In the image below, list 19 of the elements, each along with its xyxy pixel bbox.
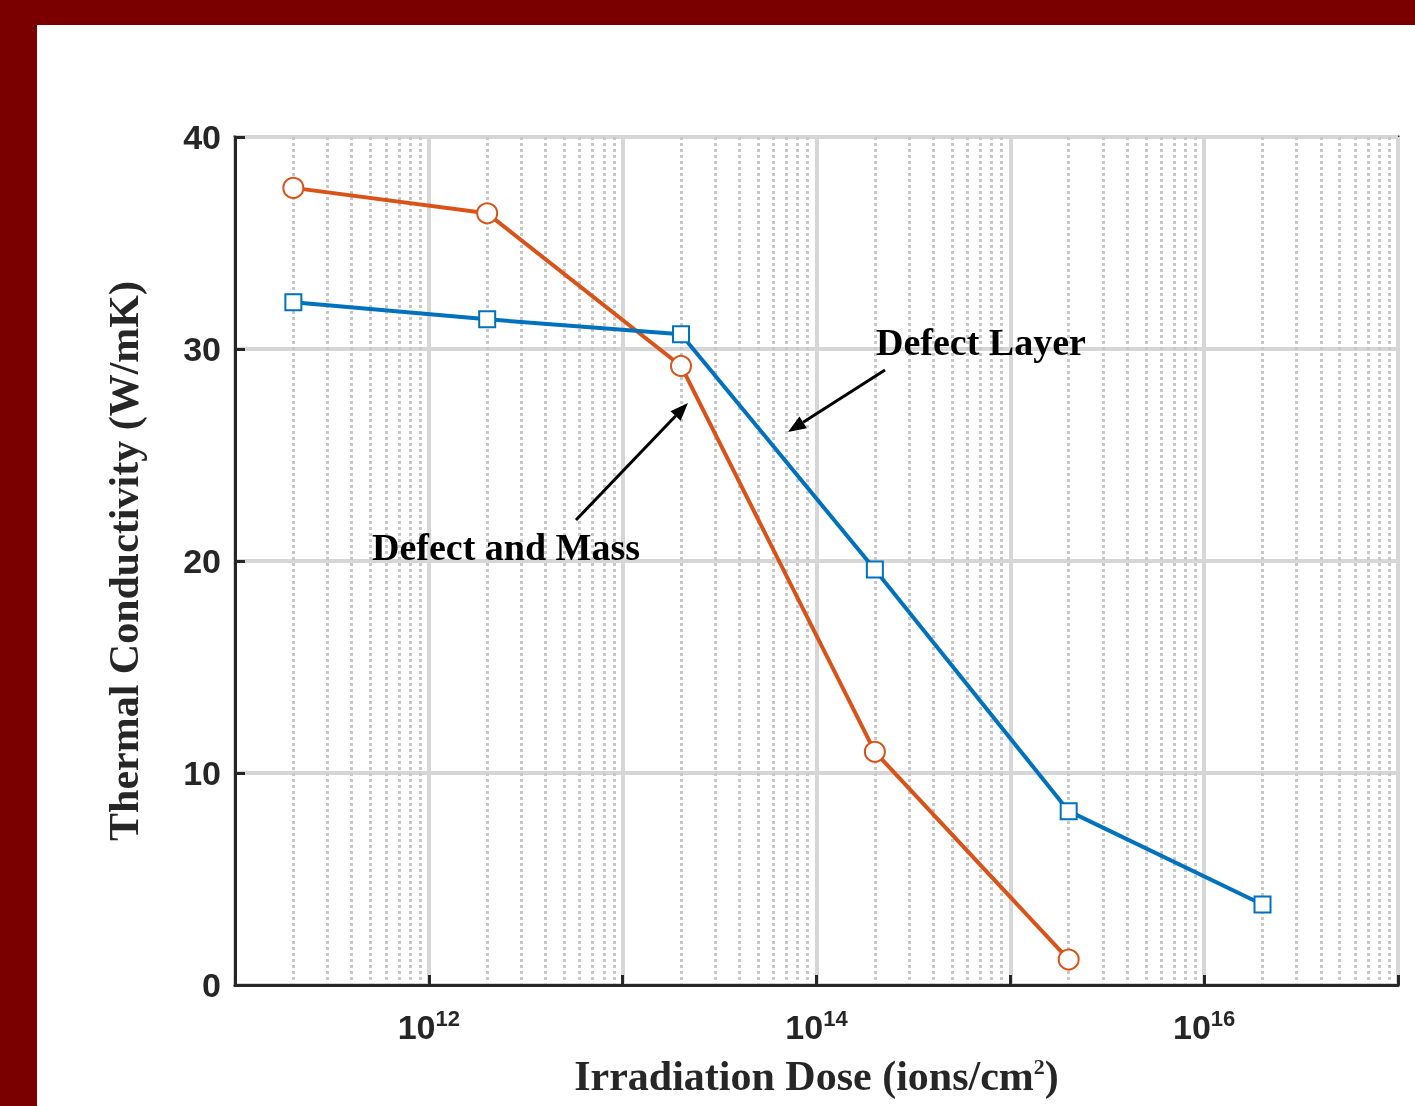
y-tick-label: 40: [183, 118, 221, 156]
point: [865, 560, 884, 579]
point: [1057, 948, 1080, 971]
annotation: Defect and Mass: [372, 526, 641, 568]
point: [476, 202, 499, 225]
annotation: Defect Layer: [876, 321, 1087, 363]
point: [670, 354, 693, 377]
point: [282, 176, 305, 199]
point: [478, 310, 497, 329]
y-tick-label: 10: [183, 754, 221, 792]
y-axis-title: Thermal Conductivity (W/mK): [101, 281, 148, 841]
point: [284, 293, 303, 312]
y-tick-label: 0: [202, 966, 221, 1004]
y-tick-label: 30: [183, 330, 221, 368]
y-tick-label: 20: [183, 542, 221, 580]
point: [672, 325, 691, 344]
point: [1253, 895, 1272, 914]
point: [863, 740, 886, 763]
point: [1059, 802, 1078, 821]
